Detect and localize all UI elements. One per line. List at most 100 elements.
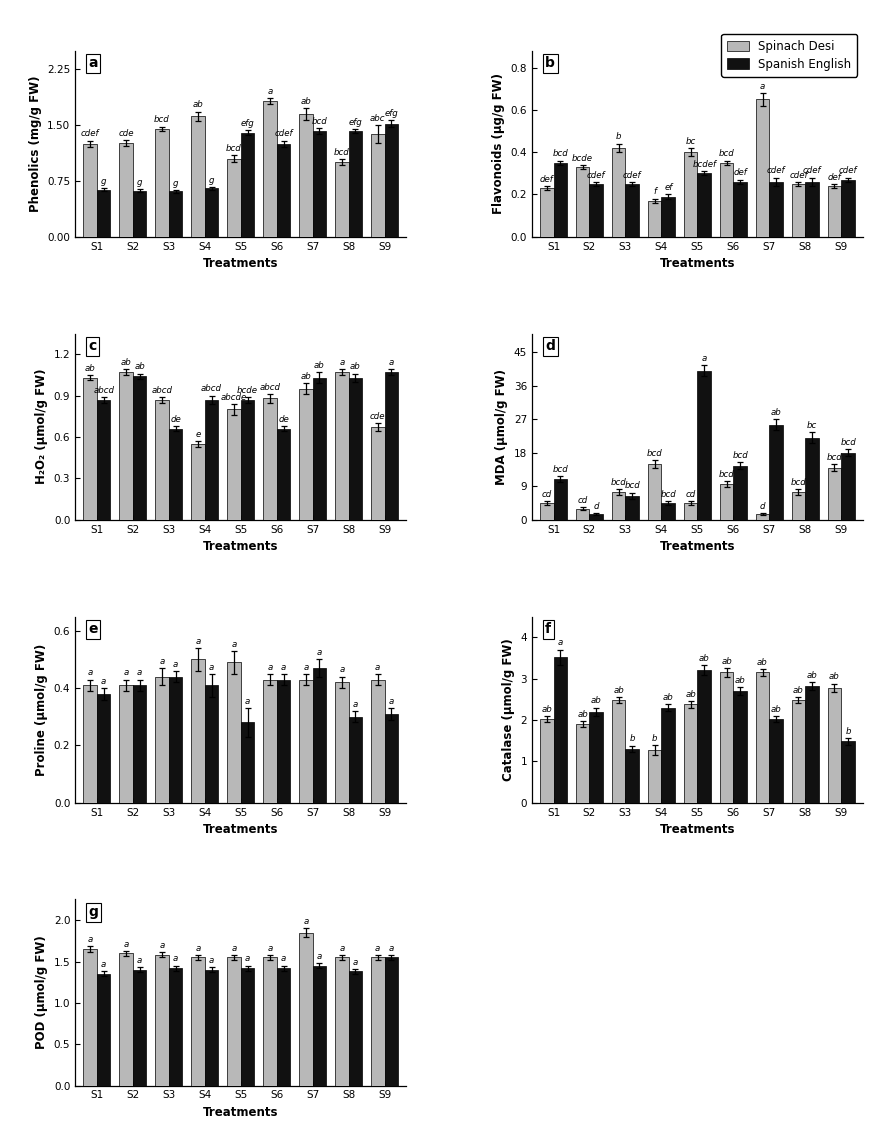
Bar — [827, 468, 842, 520]
Text: a: a — [389, 358, 394, 367]
Bar — [277, 144, 290, 236]
Text: a: a — [281, 663, 286, 672]
Bar — [263, 680, 277, 802]
Bar — [769, 719, 783, 802]
Text: cdef: cdef — [587, 171, 605, 180]
Text: a: a — [231, 944, 236, 953]
Bar — [335, 372, 349, 520]
Bar — [83, 685, 96, 802]
Bar — [612, 700, 626, 802]
Text: a: a — [389, 696, 394, 705]
Text: ab: ab — [807, 670, 818, 680]
Y-axis label: Catalase (μmol/g FW): Catalase (μmol/g FW) — [502, 638, 515, 781]
Bar — [349, 130, 362, 236]
Bar — [299, 114, 312, 236]
Text: ab: ab — [577, 710, 588, 719]
Bar — [576, 724, 589, 802]
Bar — [626, 495, 639, 520]
Text: cd: cd — [686, 489, 696, 498]
Text: a: a — [137, 668, 142, 677]
Bar — [312, 130, 327, 236]
Bar — [589, 712, 604, 802]
Text: bcd: bcd — [840, 438, 856, 447]
Bar — [263, 398, 277, 520]
Bar — [312, 965, 327, 1086]
Text: a: a — [267, 944, 273, 953]
Text: a: a — [304, 917, 309, 926]
Text: c: c — [88, 339, 96, 353]
Text: a: a — [159, 657, 165, 666]
Bar — [169, 676, 182, 802]
Text: bc: bc — [686, 137, 696, 146]
Text: a: a — [88, 56, 98, 70]
Text: ab: ab — [314, 361, 325, 370]
Text: a: a — [760, 82, 766, 91]
X-axis label: Treatments: Treatments — [659, 540, 735, 554]
Bar — [371, 134, 385, 236]
Bar — [83, 950, 96, 1086]
Text: ab: ab — [771, 704, 781, 713]
Bar — [191, 444, 204, 520]
Bar — [385, 124, 398, 236]
Bar — [553, 657, 567, 802]
Bar — [191, 116, 204, 236]
Text: ab: ab — [300, 372, 312, 381]
Text: ab: ab — [300, 97, 312, 106]
Bar — [96, 694, 111, 802]
Bar — [842, 452, 855, 520]
Text: de: de — [170, 415, 181, 424]
Bar — [119, 143, 133, 236]
Text: a: a — [339, 944, 344, 953]
Bar — [684, 704, 697, 802]
Bar — [227, 957, 241, 1086]
Bar — [155, 399, 169, 520]
Bar — [805, 686, 819, 802]
Bar — [842, 741, 855, 802]
Text: a: a — [245, 696, 250, 705]
Text: bcd: bcd — [552, 150, 568, 159]
Bar — [576, 166, 589, 236]
Bar — [684, 503, 697, 520]
Text: a: a — [267, 663, 273, 672]
Bar — [661, 708, 675, 802]
Text: bcd: bcd — [334, 148, 350, 158]
Bar — [119, 685, 133, 802]
Text: abcd: abcd — [151, 386, 173, 395]
Bar — [349, 972, 362, 1086]
Bar — [133, 377, 146, 520]
Text: cdef: cdef — [81, 129, 99, 138]
Bar — [371, 428, 385, 520]
Text: b: b — [845, 727, 850, 736]
Text: ab: ab — [591, 696, 602, 705]
Text: cdef: cdef — [803, 166, 821, 176]
Bar — [827, 687, 842, 802]
Bar — [299, 933, 312, 1086]
Text: g: g — [209, 176, 214, 184]
Text: a: a — [558, 638, 563, 647]
Bar — [842, 180, 855, 236]
Text: bcd: bcd — [719, 470, 735, 479]
Bar — [697, 371, 711, 520]
Bar — [96, 190, 111, 236]
Bar — [827, 186, 842, 236]
Bar — [263, 957, 277, 1086]
Text: bcd: bcd — [660, 489, 676, 498]
Bar — [241, 133, 254, 236]
Text: abcd: abcd — [93, 386, 114, 395]
Text: f: f — [545, 622, 551, 636]
Text: g: g — [101, 177, 106, 186]
Bar — [241, 399, 254, 520]
Text: a: a — [267, 87, 273, 96]
Text: a: a — [123, 668, 128, 677]
Bar — [133, 685, 146, 802]
Bar — [720, 673, 734, 802]
Text: efg: efg — [349, 118, 362, 127]
Bar — [299, 389, 312, 520]
Bar — [169, 969, 182, 1086]
Text: a: a — [353, 700, 358, 709]
Bar — [648, 464, 661, 520]
Bar — [335, 162, 349, 236]
Bar — [227, 159, 241, 236]
Bar — [204, 970, 219, 1086]
Bar — [119, 372, 133, 520]
